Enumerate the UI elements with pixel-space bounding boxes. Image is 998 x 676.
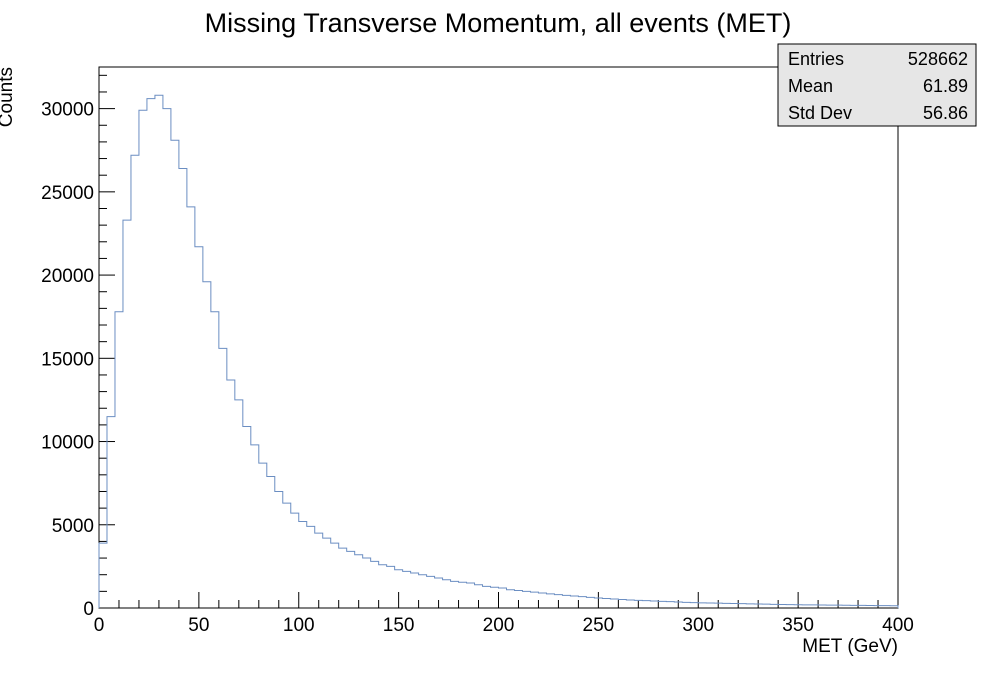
x-tick-label: 400 [882, 615, 914, 636]
x-tick-label: 250 [583, 615, 615, 636]
y-axis-label: Counts [0, 67, 17, 127]
stats-mean-value: 61.89 [923, 76, 968, 96]
x-tick-label: 0 [94, 615, 105, 636]
x-axis-label: MET (GeV) [802, 636, 898, 657]
y-tick-label: 15000 [41, 349, 94, 370]
stats-entries-label: Entries [788, 49, 844, 69]
stats-box: Entries 528662 Mean 61.89 Std Dev 56.86 [777, 43, 977, 127]
x-tick-label: 350 [782, 615, 814, 636]
x-tick-label: 200 [483, 615, 515, 636]
y-tick-label: 0 [83, 599, 94, 620]
stats-stddev-value: 56.86 [923, 103, 968, 123]
y-tick-label: 20000 [41, 266, 94, 287]
x-tick-label: 50 [188, 615, 209, 636]
histogram-line [98, 94, 899, 608]
x-tick-label: 300 [682, 615, 714, 636]
stats-box-background [777, 43, 977, 127]
chart-title: Missing Transverse Momentum, all events … [205, 8, 792, 38]
y-tick-label: 25000 [41, 183, 94, 204]
stats-mean-label: Mean [788, 76, 833, 96]
y-tick-label: 30000 [41, 100, 94, 121]
y-axis-ticks: 0 5000 10000 15000 20000 25000 30000 [41, 74, 115, 620]
x-axis-ticks: 0 50 100 150 200 250 300 350 400 [94, 592, 914, 636]
x-tick-label: 150 [383, 615, 415, 636]
stats-entries-value: 528662 [908, 49, 968, 69]
x-tick-label: 100 [283, 615, 315, 636]
y-tick-label: 5000 [52, 516, 94, 537]
stats-stddev-label: Std Dev [788, 103, 852, 123]
y-tick-label: 10000 [41, 433, 94, 454]
